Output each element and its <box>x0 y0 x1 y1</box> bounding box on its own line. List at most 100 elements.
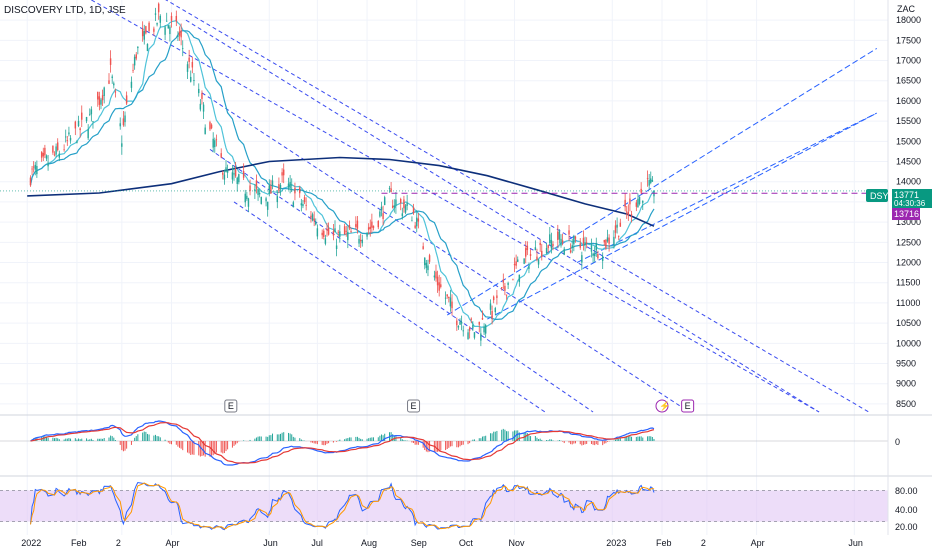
candle-body <box>617 235 620 237</box>
candle-body <box>58 153 61 158</box>
candle-body <box>416 217 418 227</box>
candle-body <box>191 62 194 68</box>
candle-body <box>369 226 371 230</box>
candle-body <box>489 303 492 310</box>
candle-body <box>393 205 396 208</box>
candle-body <box>366 232 368 237</box>
candle-body <box>111 76 113 78</box>
candle-body <box>238 174 240 183</box>
ticker-tag: DSY <box>870 191 889 201</box>
stoch-level-20: 20.00 <box>895 522 918 532</box>
candle-body <box>323 230 325 237</box>
candle-body <box>616 224 618 228</box>
candle-body <box>417 218 420 222</box>
candle-body <box>372 225 375 229</box>
candle-body <box>222 172 224 175</box>
candle-body <box>291 184 293 186</box>
y-tick-label: 15000 <box>896 136 921 146</box>
candle-body <box>496 295 498 299</box>
candle-body <box>210 124 213 129</box>
candle-body <box>223 174 226 180</box>
event-marker-label: E <box>411 401 417 411</box>
dividend-marker[interactable] <box>655 399 669 413</box>
x-tick-label: Feb <box>656 538 672 548</box>
candle-body <box>608 237 610 244</box>
candle-body <box>361 239 363 244</box>
candle-body <box>526 245 529 251</box>
candle-body <box>202 104 205 112</box>
candle-body <box>122 118 125 126</box>
candle-body <box>395 199 397 206</box>
y-tick-label: 11500 <box>896 278 920 288</box>
candle-body <box>504 285 506 291</box>
down-channel-line[interactable] <box>91 0 820 413</box>
candle-body <box>435 271 437 279</box>
candle-body <box>550 239 553 249</box>
candle-body <box>627 211 630 216</box>
candle-body <box>350 231 352 233</box>
event-markers[interactable]: E E E ⚡ <box>224 399 695 413</box>
x-tick-label: Jun <box>848 538 863 548</box>
candle-body <box>188 57 190 62</box>
candle-body <box>459 321 461 325</box>
candle-body <box>193 79 195 82</box>
x-tick-label: Nov <box>509 538 526 548</box>
candle-body <box>177 35 179 38</box>
pane-separators[interactable] <box>0 0 932 535</box>
y-tick-label: 14500 <box>896 157 921 167</box>
candle-body <box>400 199 402 204</box>
candle-body <box>215 139 218 141</box>
candle-body <box>528 266 530 269</box>
candle-body <box>201 93 203 99</box>
candle-body <box>557 231 559 240</box>
candle-body <box>390 188 392 193</box>
x-tick-label: Oct <box>459 538 474 548</box>
candle-body <box>624 199 626 208</box>
candle-body <box>270 186 272 194</box>
candle-body <box>391 205 394 208</box>
candle-body <box>481 318 484 320</box>
candle-body <box>132 69 134 71</box>
candle-body <box>650 178 652 183</box>
down-channel-line[interactable] <box>201 92 690 413</box>
candle-body <box>560 238 562 246</box>
earnings-marker[interactable] <box>407 399 421 413</box>
ticker-tag-bg <box>866 189 888 202</box>
candle-body <box>492 296 495 301</box>
candle-body <box>108 80 110 84</box>
up-channel-line[interactable] <box>576 112 878 263</box>
candle-body <box>326 229 328 231</box>
candle-body <box>121 143 123 147</box>
candle-body <box>460 322 463 324</box>
candle-body <box>337 231 339 233</box>
down-channel-line[interactable] <box>152 0 870 413</box>
candle-body <box>157 3 160 13</box>
candle-body <box>294 187 296 194</box>
candle-body <box>159 15 162 23</box>
candle-body <box>101 95 104 101</box>
candle-body <box>457 325 460 328</box>
earnings-marker[interactable] <box>681 399 695 413</box>
y-tick-label: 13000 <box>896 217 921 227</box>
candle-body <box>380 206 383 211</box>
x-tick-label: Sep <box>411 538 427 548</box>
candle-body <box>169 26 171 35</box>
down-channel-line[interactable] <box>185 19 820 413</box>
event-marker-label: E <box>685 401 691 411</box>
x-tick-label: Jul <box>311 538 323 548</box>
candle-body <box>56 142 59 151</box>
candle-body <box>388 188 391 189</box>
candle-body <box>148 22 150 31</box>
up-channel-line[interactable] <box>446 47 878 316</box>
candle-body <box>92 121 94 122</box>
candle-body <box>77 120 80 126</box>
candle-body <box>505 294 508 296</box>
trend-channels[interactable] <box>91 0 878 413</box>
up-channel-line[interactable] <box>487 112 878 320</box>
candle-body <box>321 232 323 236</box>
candle-body <box>109 58 112 65</box>
down-channel-line[interactable] <box>209 148 594 413</box>
earnings-marker[interactable] <box>224 399 238 413</box>
time-axis[interactable]: 2022 Feb 2 Apr Jun Jul Aug Sep Oct Nov 2023 Feb 2 Apr… <box>21 538 863 548</box>
